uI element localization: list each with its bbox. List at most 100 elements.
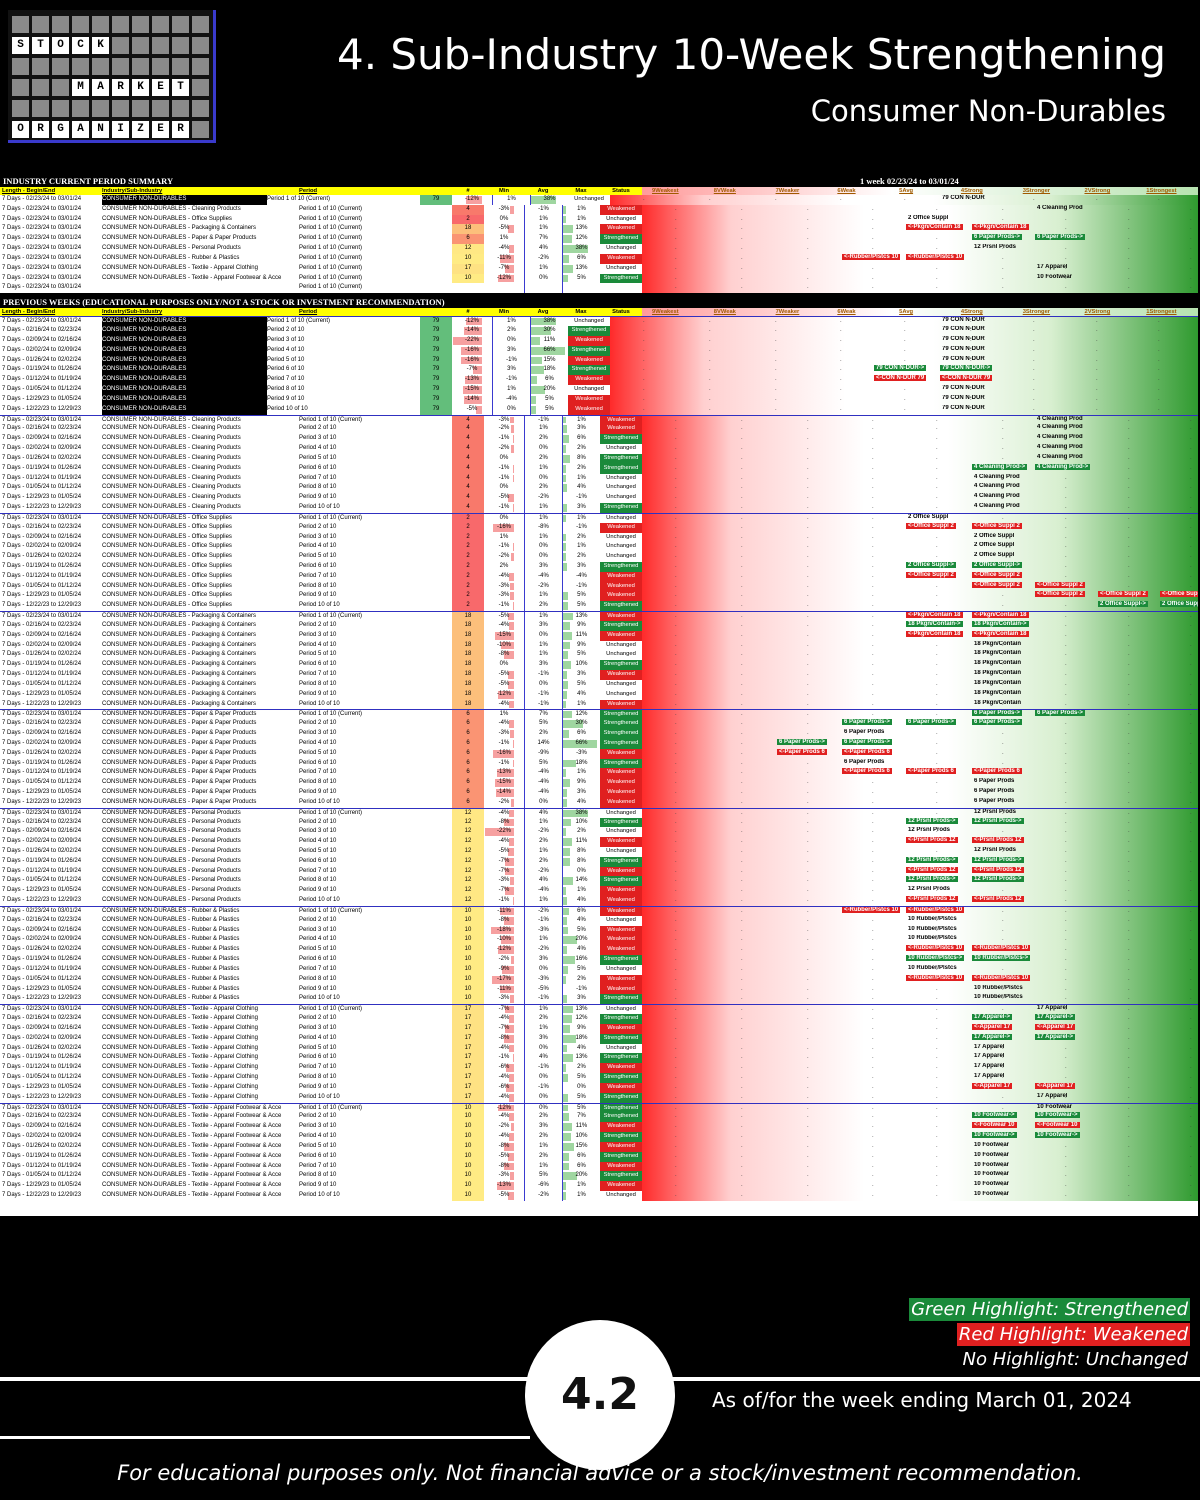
- table-row: 7 Days - 01/19/24 to 01/26/24 CONSUMER NO…: [0, 856, 1198, 867]
- rank-dot: .: [1065, 985, 1067, 992]
- rank-label: <-Rubber/Plstcs 10: [906, 974, 965, 981]
- row-min: -4%: [484, 244, 524, 254]
- rank-cells: .........2 Office Suppl: [642, 552, 1198, 562]
- row-avg: 5%: [524, 719, 562, 730]
- row-min: -3%: [484, 591, 524, 601]
- rank-label: 10 Footwear->: [1035, 1112, 1080, 1119]
- row-industry: CONSUMER NON-DURABLES - Textile - Appare…: [102, 1054, 258, 1061]
- rank-header: 9Weakest 8VWeak 7Weaker 6Weak 5Avg 4Strong 3St…: [642, 308, 1198, 317]
- rank-dot: .: [741, 1015, 743, 1022]
- row-period: Period 6 of 10: [299, 1152, 337, 1159]
- avg-value: 1%: [539, 215, 548, 222]
- rank-dot: .: [1128, 582, 1130, 589]
- avg-value: 1%: [539, 514, 548, 521]
- row-count: 18: [452, 699, 484, 710]
- logo-letter: ·: [112, 16, 129, 33]
- min-bar: [498, 274, 514, 283]
- rank-cells: .........4 Cleaning Prod: [642, 483, 1198, 494]
- row-industry: CONSUMER NON-DURABLES - Paper & Paper Pr…: [102, 720, 257, 727]
- max-bar: [531, 196, 556, 204]
- rank-dot: .: [1190, 215, 1192, 222]
- rank-dot: .: [1065, 867, 1067, 874]
- row-status: Unchanged: [606, 494, 636, 501]
- rank-label: 2 Office Suppl: [974, 542, 1015, 549]
- logo-letter: ·: [12, 100, 29, 117]
- max-bar: [563, 926, 568, 935]
- table-row: 7 Days - 02/16/24 to 02/23/24 CONSUMER NO…: [0, 915, 1198, 926]
- row-max: 5%: [562, 1073, 600, 1083]
- logo-letter: O: [12, 121, 29, 138]
- min-value: -14%: [496, 789, 511, 796]
- row-min: -12%: [484, 690, 524, 700]
- row-min: -12%: [484, 1104, 524, 1113]
- row-status: Weakened: [600, 224, 642, 235]
- avg-value: -4%: [538, 789, 549, 796]
- rank-dot: .: [904, 196, 906, 202]
- row-max: 3%: [562, 503, 600, 513]
- rank-dot: .: [1128, 445, 1130, 452]
- min-bar: [502, 965, 514, 974]
- rank-dot: .: [1128, 454, 1130, 461]
- rank-dot: .: [1128, 1172, 1130, 1179]
- table-row: 7 Days - 12/29/23 to 01/05/24 CONSUMER NO…: [0, 886, 1198, 897]
- rank-dot: .: [872, 985, 874, 992]
- row-length: 7 Days - 02/23/24 to 03/01/24: [2, 416, 82, 423]
- row-max: 9%: [562, 620, 600, 631]
- row-max: 10%: [562, 817, 600, 828]
- min-bar: [507, 680, 514, 689]
- table-row: 7 Days - 01/05/24 to 01/12/24 CONSUMER NO…: [0, 385, 1198, 395]
- rank-dot: .: [1128, 779, 1130, 786]
- table-row: 7 Days - 02/02/24 to 02/09/24 CONSUMER NO…: [0, 1132, 1198, 1142]
- rank-cells: ......... 12 Prsnl Prods: [642, 808, 1198, 818]
- row-min: -2%: [484, 444, 524, 454]
- max-bar: [563, 225, 573, 234]
- rank-dot: .: [807, 711, 809, 718]
- avg-value: 1%: [539, 641, 548, 648]
- row-avg: 7%: [524, 234, 562, 245]
- rank-dot: .: [1190, 504, 1192, 511]
- row-avg: 14%: [524, 738, 562, 749]
- row-status: Unchanged: [606, 651, 636, 658]
- rank-dot: .: [1033, 386, 1035, 393]
- table-row: 7 Days - 12/22/23 to 12/29/23 CONSUMER NO…: [0, 1190, 1198, 1201]
- row-industry: CONSUMER NON-DURABLES - Textile - Appare…: [102, 1064, 258, 1071]
- rank-dot: .: [1002, 533, 1004, 540]
- min-value: -2%: [498, 425, 510, 432]
- rank-dot: .: [1190, 225, 1192, 232]
- row-status: Unchanged: [606, 543, 636, 550]
- logo-letter: ·: [12, 58, 29, 75]
- table-row: 7 Days - 01/19/24 to 01/26/24 CONSUMER NO…: [0, 463, 1198, 474]
- rank-cells: ......... 10 Rubber/Plstcs: [642, 994, 1198, 1005]
- rank-dot: .: [675, 533, 677, 540]
- row-industry: CONSUMER NON-DURABLES - Paper & Paper Pr…: [102, 798, 257, 805]
- row-avg: 3%: [524, 955, 562, 965]
- row-count: 6: [452, 738, 484, 749]
- row-status: Strengthened: [600, 710, 642, 720]
- rank-dot: .: [872, 274, 874, 281]
- rank-dot: .: [741, 867, 743, 874]
- max-value: 30%: [543, 327, 556, 334]
- rank-label: 6 Paper Prods->: [906, 719, 956, 726]
- rank-dot: .: [936, 1074, 938, 1081]
- rank-dot: .: [741, 916, 743, 923]
- rank-label: 12 Prsnl Prods: [974, 808, 1017, 815]
- min-value: -1%: [498, 543, 510, 550]
- rank-dot: .: [675, 235, 677, 242]
- avg-value: 3%: [507, 346, 516, 353]
- rank-cells: ......... 79 CON N-DUR: [610, 385, 1198, 395]
- max-bar: [563, 1074, 568, 1082]
- rank-dot: .: [741, 897, 743, 904]
- row-count: 12: [452, 847, 484, 857]
- rank-dot: .: [741, 416, 743, 423]
- rank-dot: .: [936, 215, 938, 222]
- row-count: 6: [452, 788, 484, 798]
- rank-dot: .: [936, 445, 938, 452]
- rank-dot: .: [1096, 196, 1098, 202]
- column-industry: Industry/Sub-Industry: [102, 309, 163, 316]
- column-min: Min: [499, 309, 509, 316]
- row-count: 12: [452, 837, 484, 847]
- rank-dot: .: [807, 215, 809, 222]
- row-avg: -1%: [524, 699, 562, 710]
- rank-dot: .: [1002, 965, 1004, 972]
- logo-letter: ·: [172, 100, 189, 117]
